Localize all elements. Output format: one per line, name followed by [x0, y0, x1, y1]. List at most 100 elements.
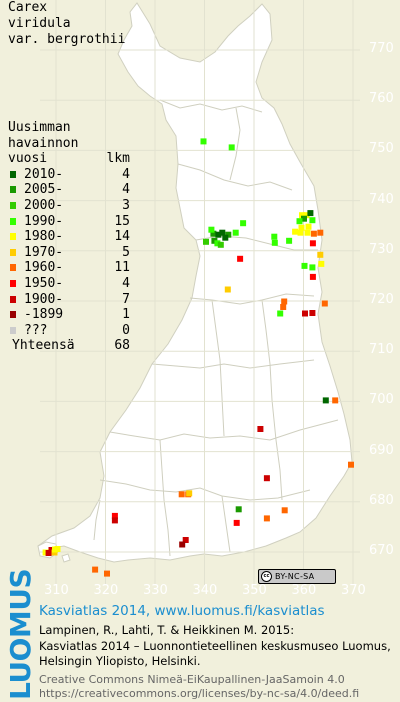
coordinate-grid	[40, 0, 360, 585]
x-tick-label: 370	[341, 583, 366, 598]
legend-swatch	[10, 279, 16, 287]
observation-marker	[301, 215, 307, 222]
observation-marker	[309, 217, 316, 224]
legend-swatch	[10, 201, 16, 209]
legend-entry-count: 0	[122, 322, 130, 338]
observation-marker	[214, 240, 221, 247]
species-variety: var. bergrothii	[8, 32, 126, 47]
legend-entry-label: ???	[24, 322, 48, 338]
species-epithet: viridula	[8, 16, 71, 31]
y-tick-label: 670	[369, 543, 394, 558]
observation-marker	[240, 220, 247, 227]
observation-marker	[277, 310, 284, 317]
legend-entry: 1960- 11	[8, 260, 130, 276]
cc-license-badge[interactable]: cc BY-NC-SA	[258, 569, 336, 584]
legend-swatch	[10, 311, 16, 319]
observation-marker	[281, 298, 288, 305]
observation-marker	[219, 229, 226, 236]
observation-marker	[92, 566, 99, 573]
legend-entry: 2010- 4	[8, 167, 130, 183]
legend-entries: 2010- 4 2005- 4 2000- 3 1990- 15 1980- 14 1970- 5 19…	[8, 167, 130, 339]
legend-entry-count: 5	[122, 244, 130, 260]
footer-title-link[interactable]: Kasviatlas 2014, www.luomus.fi/kasviatla…	[39, 603, 325, 619]
observation-marker	[309, 310, 316, 316]
legend-year-header: vuosi	[8, 151, 48, 167]
y-tick-label: 760	[369, 91, 394, 107]
legend-total-count: 68	[114, 338, 130, 354]
observation-marker	[111, 512, 118, 519]
legend-total-label: Yhteensä	[12, 338, 75, 354]
legend-swatch	[10, 326, 16, 334]
legend-swatch	[10, 217, 16, 225]
observation-marker	[297, 229, 304, 236]
observation-marker	[257, 426, 264, 432]
observation-marker	[186, 490, 193, 497]
observation-marker	[111, 517, 118, 524]
observation-marker	[178, 491, 185, 498]
observation-marker	[232, 229, 239, 236]
observation-marker	[210, 230, 217, 237]
observation-marker	[233, 519, 240, 526]
luomus-logo: LUOMUS	[4, 568, 37, 700]
legend-swatch	[10, 248, 16, 256]
y-tick-label: 710	[369, 342, 394, 358]
legend-entry-count: 15	[114, 213, 130, 229]
legend-entry-label: 2000-	[24, 197, 64, 213]
observation-marker	[302, 310, 308, 317]
legend-entry-count: 4	[122, 166, 130, 182]
observation-marker	[321, 300, 328, 307]
legend-swatch	[10, 295, 16, 303]
y-tick-label: 720	[369, 292, 394, 307]
legend-entry: 2000- 3	[8, 198, 130, 214]
observation-marker	[292, 228, 299, 235]
legend-entry-count: 14	[114, 229, 130, 245]
y-tick-label: 740	[369, 191, 394, 207]
x-tick-label: 360	[291, 583, 317, 598]
observation-marker	[182, 537, 189, 543]
cc-badge-text: BY-NC-SA	[275, 572, 315, 581]
legend-entry-label: 1960-	[24, 260, 64, 276]
observation-marker	[318, 260, 325, 267]
legend-entry-count: 7	[122, 291, 130, 307]
y-tick-label: 690	[369, 442, 394, 458]
observation-marker	[301, 262, 308, 269]
observation-marker	[303, 212, 310, 219]
footer-citation-line2: Kasviatlas 2014 – Luonnontieteellinen ke…	[39, 639, 391, 653]
legend-entry-label: 1990-	[24, 213, 64, 229]
legend-entry: ??? 0	[8, 323, 130, 339]
observation-marker	[332, 397, 339, 404]
legend-swatch	[10, 170, 16, 178]
observation-marker	[322, 397, 329, 404]
observation-marker	[52, 546, 58, 553]
legend-entry: 1980- 14	[8, 229, 130, 245]
footer-license-url[interactable]: https://creativecommons.org/licenses/by-…	[39, 687, 360, 700]
species-genus: Carex	[8, 0, 48, 15]
observation-marker	[263, 515, 270, 522]
observation-marker	[299, 212, 305, 219]
legend-entry-count: 3	[122, 197, 130, 213]
observation-marker	[215, 231, 222, 238]
legend-entry: 1990- 15	[8, 214, 130, 230]
observation-marker	[263, 475, 270, 482]
legend-entry-label: 1970-	[24, 244, 64, 260]
observation-marker	[217, 241, 224, 248]
observation-marker	[304, 229, 311, 236]
legend-entry-count: 11	[114, 260, 130, 276]
legend-entry-label: 2005-	[24, 182, 64, 198]
legend-entry-count: 4	[122, 182, 130, 198]
observation-marker	[309, 264, 316, 271]
observation-marker	[298, 224, 305, 231]
legend-total: Yhteensä 68	[8, 338, 130, 354]
observation-marker	[104, 570, 110, 577]
observation-marker	[280, 304, 287, 310]
legend-entry-label: -1899	[24, 307, 64, 323]
x-tick-label: 340	[192, 583, 218, 598]
observation-marker	[307, 210, 314, 217]
legend-entry: 1950- 4	[8, 276, 130, 292]
observation-marker	[317, 251, 324, 258]
legend-swatch	[10, 233, 16, 241]
legend-header-line1: Uusimman	[8, 120, 71, 135]
observation-marker	[309, 273, 316, 280]
legend-swatch	[10, 264, 16, 272]
